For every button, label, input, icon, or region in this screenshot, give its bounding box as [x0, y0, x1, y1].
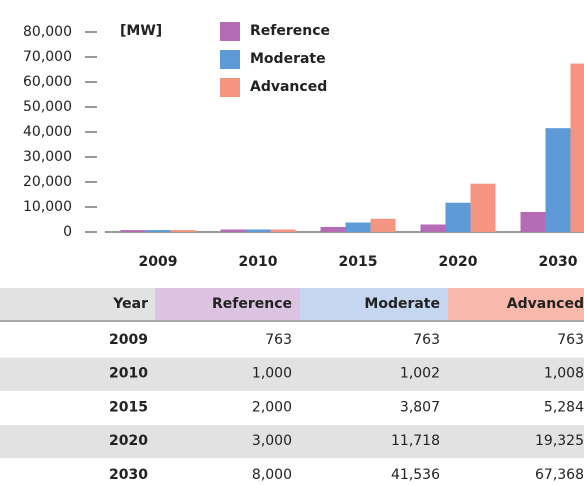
y-tick-label: 70,000 — [23, 49, 72, 65]
bar — [370, 218, 396, 232]
x-tick-label: 2015 — [339, 254, 378, 270]
cell: 2009 — [109, 332, 148, 348]
cell: 67,368 — [535, 467, 584, 483]
cell: 5,284 — [544, 399, 584, 415]
cell: 2020 — [109, 433, 148, 449]
cell: 1,002 — [400, 366, 440, 382]
bar — [220, 229, 246, 232]
header-text: Year — [112, 296, 148, 312]
cell: 763 — [265, 332, 292, 348]
legend-swatch — [220, 22, 240, 41]
legend-label: Reference — [250, 23, 330, 39]
x-tick-label: 2020 — [439, 254, 478, 270]
cell: 19,325 — [535, 433, 584, 449]
y-tick-label: 80,000 — [23, 24, 72, 40]
bar — [570, 63, 584, 232]
cell: 11,718 — [391, 433, 440, 449]
header-text: Reference — [212, 296, 292, 312]
cell: 763 — [557, 332, 584, 348]
cell: 763 — [413, 332, 440, 348]
header-cell — [155, 288, 300, 320]
y-tick-label: 50,000 — [23, 99, 72, 115]
cell: 1,008 — [544, 366, 584, 382]
cell: 1,000 — [252, 366, 292, 382]
header-cell — [448, 288, 584, 320]
bar — [270, 229, 296, 232]
row-band — [0, 425, 584, 459]
x-tick-label: 2009 — [139, 254, 178, 270]
header-cell — [300, 288, 448, 320]
header-cell — [0, 288, 155, 320]
header-text: Advanced — [507, 296, 584, 312]
bar — [245, 229, 271, 232]
cell: 3,807 — [400, 399, 440, 415]
legend-swatch — [220, 78, 240, 97]
bar — [520, 212, 546, 232]
bar — [145, 230, 171, 232]
x-tick-label: 2030 — [539, 254, 578, 270]
cell: 3,000 — [252, 433, 292, 449]
cell: 2,000 — [252, 399, 292, 415]
cell: 8,000 — [252, 467, 292, 483]
bar — [170, 230, 196, 232]
bar — [470, 183, 496, 232]
x-tick-label: 2010 — [239, 254, 278, 270]
legend-label: Moderate — [250, 51, 326, 67]
bar — [320, 227, 346, 232]
y-tick-label: 60,000 — [23, 74, 72, 90]
cell: 2010 — [109, 366, 148, 382]
header-text: Moderate — [364, 296, 440, 312]
y-tick-label: 30,000 — [23, 149, 72, 165]
bar — [120, 230, 146, 232]
y-tick-label: 10,000 — [23, 199, 72, 215]
bar — [545, 128, 571, 232]
unit-label: [MW] — [120, 23, 162, 39]
legend-swatch — [220, 50, 240, 69]
cell: 2030 — [109, 467, 148, 483]
cell: 41,536 — [391, 467, 440, 483]
row-band — [0, 357, 584, 391]
bar — [345, 222, 371, 232]
cell: 2015 — [109, 399, 148, 415]
legend-label: Advanced — [250, 79, 327, 95]
y-tick-label: 0 — [63, 224, 72, 240]
y-tick-label: 40,000 — [23, 124, 72, 140]
bar — [445, 202, 471, 232]
bar — [420, 224, 446, 232]
y-tick-label: 20,000 — [23, 174, 72, 190]
